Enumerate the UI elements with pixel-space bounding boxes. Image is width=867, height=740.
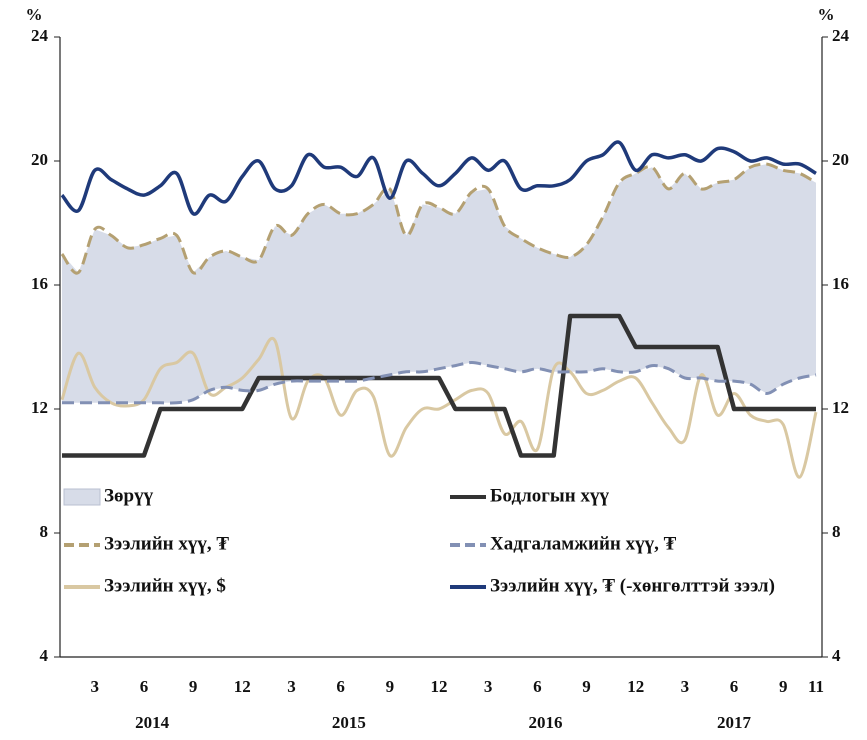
- x-tick-label: 12: [234, 677, 251, 696]
- x-tick-label: 3: [681, 677, 690, 696]
- x-group-label: 2015: [332, 713, 366, 732]
- x-tick-label: 9: [582, 677, 591, 696]
- y-tick-label: 20: [31, 150, 48, 169]
- y-tick-label: 8: [40, 522, 49, 541]
- x-group-label: 2017: [717, 713, 752, 732]
- y-tick-label: 12: [31, 398, 48, 417]
- y-axis-unit: %: [26, 5, 43, 24]
- series-line: [62, 361, 817, 405]
- x-tick-label: 6: [730, 677, 739, 696]
- x-tick-label: 3: [484, 677, 493, 696]
- series-line: [62, 313, 816, 458]
- series-line: [60, 337, 818, 479]
- series-line: [60, 162, 817, 275]
- legend-label: Бодлогын хүү: [490, 485, 609, 506]
- x-tick-label: 6: [336, 677, 345, 696]
- x-tick-label: 12: [627, 677, 644, 696]
- legend-swatch: [63, 488, 101, 506]
- x-tick-label: 9: [386, 677, 395, 696]
- x-tick-label: 11: [808, 677, 824, 696]
- difference-band: [62, 164, 816, 403]
- x-group-label: 2016: [529, 713, 563, 732]
- y2-tick-label: 8: [832, 522, 841, 541]
- legend-label: Хадгаламжийн хүү, ₮: [490, 533, 677, 554]
- legend-label: Зээлийн хүү, ₮: [104, 533, 229, 554]
- y2-axis-unit: %: [818, 5, 835, 24]
- y2-tick-label: 12: [832, 398, 849, 417]
- series-line: [60, 140, 817, 216]
- y2-tick-label: 4: [832, 646, 841, 665]
- x-group-label: 2014: [135, 713, 170, 732]
- x-tick-label: 6: [533, 677, 542, 696]
- legend-label: Зөрүү: [104, 485, 154, 506]
- legend-label: Зээлийн хүү, ₮ (-хөнгөлттэй зээл): [490, 575, 775, 596]
- x-tick-label: 3: [287, 677, 296, 696]
- y2-tick-label: 16: [832, 274, 849, 293]
- x-tick-label: 12: [431, 677, 448, 696]
- x-tick-label: 9: [779, 677, 788, 696]
- y2-tick-label: 24: [832, 26, 850, 45]
- y-tick-label: 16: [31, 274, 48, 293]
- x-tick-label: 6: [140, 677, 149, 696]
- y2-tick-label: 20: [832, 150, 849, 169]
- y-tick-label: 24: [31, 26, 49, 45]
- x-tick-label: 3: [91, 677, 100, 696]
- y-tick-label: 4: [40, 646, 49, 665]
- legend-label: Зээлийн хүү, $: [104, 575, 226, 596]
- x-tick-label: 9: [189, 677, 198, 696]
